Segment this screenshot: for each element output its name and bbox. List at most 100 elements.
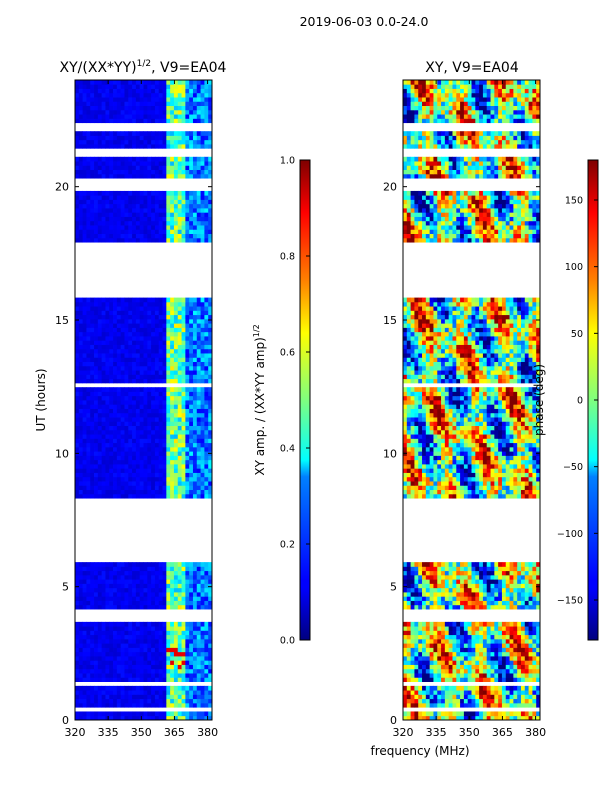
amplitude-cell bbox=[185, 417, 189, 422]
phase-cell bbox=[430, 703, 434, 708]
amplitude-cell bbox=[113, 89, 117, 94]
phase-cell bbox=[475, 673, 479, 678]
amplitude-cell bbox=[144, 238, 148, 243]
amplitude-cell bbox=[113, 165, 117, 170]
amplitude-cell bbox=[197, 605, 201, 610]
amplitude-cell bbox=[151, 400, 155, 405]
amplitude-cell bbox=[163, 238, 167, 243]
amplitude-cell bbox=[79, 426, 83, 431]
amplitude-cell bbox=[147, 165, 151, 170]
amplitude-cell bbox=[140, 669, 144, 674]
amplitude-cell bbox=[90, 165, 94, 170]
amplitude-cell bbox=[109, 443, 113, 448]
amplitude-cell bbox=[144, 477, 148, 482]
amplitude-cell bbox=[178, 451, 182, 456]
amplitude-cell bbox=[105, 302, 109, 307]
amplitude-cell bbox=[113, 643, 117, 648]
phase-cell bbox=[525, 647, 529, 652]
amplitude-cell bbox=[86, 165, 90, 170]
amplitude-cell bbox=[151, 455, 155, 460]
amplitude-cell bbox=[105, 485, 109, 490]
phase-cell bbox=[418, 639, 422, 644]
phase-cell bbox=[456, 656, 460, 661]
amplitude-cell bbox=[178, 490, 182, 495]
amplitude-cell bbox=[117, 396, 121, 401]
phase-cell bbox=[475, 660, 479, 665]
amplitude-cell bbox=[136, 234, 140, 239]
amplitude-cell bbox=[86, 630, 90, 635]
amplitude-cell bbox=[75, 601, 79, 606]
amplitude-cell bbox=[75, 673, 79, 678]
amplitude-cell bbox=[159, 592, 163, 597]
amplitude-cell bbox=[83, 660, 87, 665]
amplitude-cell bbox=[201, 711, 205, 716]
amplitude-cell bbox=[86, 639, 90, 644]
amplitude-cell bbox=[121, 170, 125, 175]
phase-cell bbox=[510, 699, 514, 704]
amplitude-cell bbox=[185, 477, 189, 482]
amplitude-cell bbox=[121, 217, 125, 222]
amplitude-cell bbox=[83, 93, 87, 98]
phase-cell bbox=[529, 694, 533, 699]
amplitude-cell bbox=[124, 366, 128, 371]
amplitude-cell bbox=[193, 622, 197, 627]
amplitude-cell bbox=[105, 212, 109, 217]
amplitude-cell bbox=[170, 575, 174, 580]
amplitude-cell bbox=[75, 605, 79, 610]
amplitude-cell bbox=[98, 315, 102, 320]
amplitude-cell bbox=[182, 114, 186, 119]
amplitude-cell bbox=[178, 93, 182, 98]
phase-cell bbox=[445, 630, 449, 635]
amplitude-cell bbox=[166, 656, 170, 661]
amplitude-cell bbox=[109, 656, 113, 661]
phase-cell bbox=[498, 652, 502, 657]
amplitude-cell bbox=[155, 208, 159, 213]
amplitude-cell bbox=[132, 413, 136, 418]
amplitude-cell bbox=[105, 464, 109, 469]
amplitude-cell bbox=[121, 451, 125, 456]
amplitude-cell bbox=[197, 583, 201, 588]
amplitude-cell bbox=[197, 673, 201, 678]
x-tick-label: 320 bbox=[65, 726, 86, 739]
phase-cell bbox=[422, 588, 426, 593]
amplitude-cell bbox=[140, 473, 144, 478]
amplitude-cell bbox=[124, 652, 128, 657]
amplitude-cell bbox=[144, 144, 148, 149]
amplitude-cell bbox=[121, 221, 125, 226]
amplitude-cell bbox=[94, 699, 98, 704]
amplitude-cell bbox=[113, 84, 117, 89]
amplitude-cell bbox=[121, 327, 125, 332]
phase-cell bbox=[449, 579, 453, 584]
amplitude-cell bbox=[136, 217, 140, 222]
amplitude-cell bbox=[155, 366, 159, 371]
amplitude-cell bbox=[182, 229, 186, 234]
amplitude-cell bbox=[182, 434, 186, 439]
amplitude-cell bbox=[98, 80, 102, 85]
amplitude-cell bbox=[128, 451, 132, 456]
amplitude-cell bbox=[113, 566, 117, 571]
amplitude-cell bbox=[193, 345, 197, 350]
amplitude-cell bbox=[178, 323, 182, 328]
amplitude-cell bbox=[166, 699, 170, 704]
amplitude-cell bbox=[147, 191, 151, 196]
amplitude-cell bbox=[86, 97, 90, 102]
phase-cell bbox=[403, 596, 407, 601]
amplitude-cell bbox=[170, 195, 174, 200]
amplitude-cell bbox=[147, 114, 151, 119]
amplitude-cell bbox=[136, 315, 140, 320]
amplitude-cell bbox=[159, 703, 163, 708]
phase-cell bbox=[517, 677, 521, 682]
amplitude-cell bbox=[163, 110, 167, 115]
amplitude-cell bbox=[166, 212, 170, 217]
phase-cell bbox=[502, 652, 506, 657]
phase-cell bbox=[502, 690, 506, 695]
phase-cell bbox=[437, 579, 441, 584]
amplitude-cell bbox=[193, 426, 197, 431]
amplitude-cell bbox=[117, 699, 121, 704]
amplitude-cell bbox=[86, 485, 90, 490]
amplitude-cell bbox=[113, 319, 117, 324]
amplitude-cell bbox=[159, 170, 163, 175]
amplitude-cell bbox=[79, 652, 83, 657]
amplitude-cell bbox=[113, 404, 117, 409]
amplitude-cell bbox=[151, 626, 155, 631]
